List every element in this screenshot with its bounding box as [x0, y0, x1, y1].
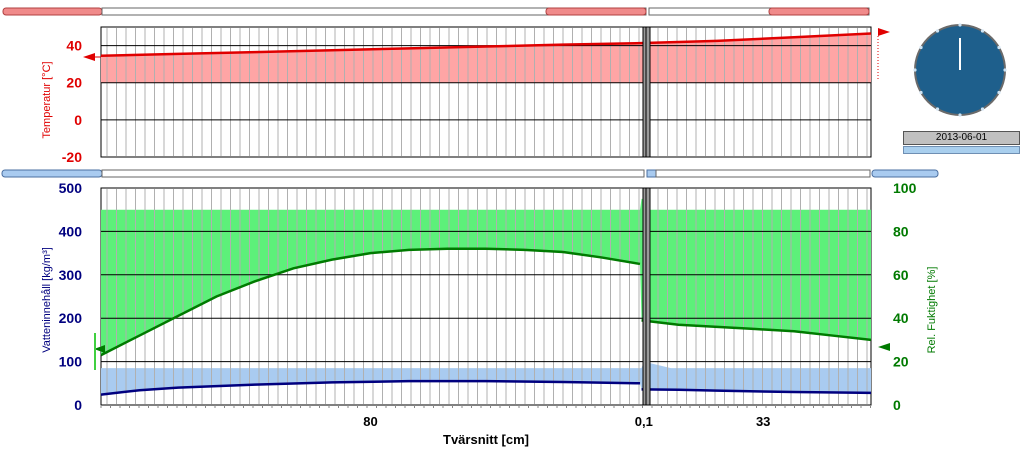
temperature-series-line	[100, 32, 872, 58]
humidity-range-band	[101, 198, 871, 356]
temperature-panel: 40 20 0 -20 Temperatur [°C]	[41, 26, 890, 165]
middle-material-strip	[1, 169, 939, 178]
clock-widget[interactable]	[913, 23, 1007, 117]
water-content-axis-label: Vatteninnehåll [kg/m³]	[41, 247, 53, 353]
clock-tick	[958, 113, 962, 117]
temperature-tick-label: 0	[74, 112, 82, 128]
humidity-tick-label: 80	[893, 223, 909, 239]
humidity-series-line-left-segment	[100, 247, 641, 357]
humidity-tick-label: 20	[893, 354, 909, 370]
humidity-tick-label: 40	[893, 310, 909, 326]
clock-tick	[935, 107, 940, 111]
right-boundary-marker-moisture[interactable]	[878, 343, 890, 351]
clock-tick	[997, 45, 1001, 50]
right-boundary-marker-temp[interactable]	[878, 28, 890, 36]
temperature-axis-label: Temperatur [°C]	[41, 61, 53, 138]
clock-tick	[913, 68, 917, 72]
cross-section-tick-label: 80	[363, 414, 377, 429]
clock-tick	[935, 29, 940, 33]
water-content-series-line-left-segment	[100, 379, 641, 396]
temperature-tick-label: 40	[66, 38, 82, 54]
water-content-series-line-right-segment	[641, 388, 872, 395]
relative-humidity-axis-label: Rel. Fuktighet [%]	[926, 267, 938, 354]
water-content-tick-label: 500	[59, 180, 83, 196]
water-content-tick-label: 100	[59, 354, 83, 370]
clock-tick	[980, 29, 985, 33]
cross-section-tick-label: 33	[756, 414, 770, 429]
cross-section-tick-label: 0,1	[635, 414, 653, 429]
clock-tick	[997, 90, 1001, 95]
water-content-range-band	[101, 361, 871, 395]
water-content-tick-label: 300	[59, 267, 83, 283]
layer-divider	[642, 26, 651, 406]
humidity-series-line-right-segment	[641, 319, 872, 342]
humidity-tick-label: 0	[893, 397, 901, 413]
date-progress-bar[interactable]	[903, 146, 1020, 154]
water-content-tick-label: 400	[59, 223, 83, 239]
top-material-strip	[2, 7, 870, 16]
temperature-tick-label: 20	[66, 75, 82, 91]
date-label: 2013-06-01	[903, 131, 1020, 145]
cross-section-axis-label: Tvärsnitt [cm]	[443, 432, 529, 447]
clock-tick	[919, 45, 923, 50]
water-content-tick-label: 200	[59, 310, 83, 326]
left-boundary-marker-temp[interactable]	[83, 53, 95, 61]
clock-tick	[958, 23, 962, 27]
clock-tick	[980, 107, 985, 111]
water-content-tick-label: 0	[74, 397, 82, 413]
humidity-tick-label: 60	[893, 267, 909, 283]
temperature-tick-label: -20	[62, 149, 82, 165]
left-boundary-marker-moisture[interactable]	[94, 345, 105, 353]
clock-tick	[919, 90, 923, 95]
clock-tick	[1003, 68, 1007, 72]
humidity-tick-label: 100	[893, 180, 917, 196]
